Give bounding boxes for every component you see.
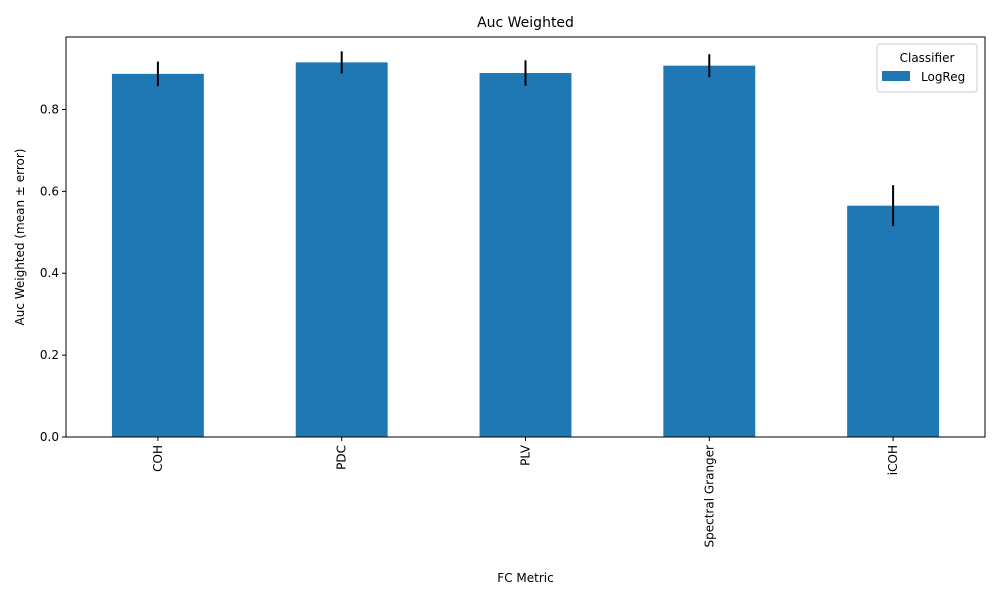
- y-axis-label: Auc Weighted (mean ± error): [13, 149, 27, 326]
- errorbars-layer: [156, 51, 895, 227]
- bar-icoh: [847, 205, 940, 437]
- y-axis-ticks: 0.0 0.2 0.4 0.6 0.8: [40, 102, 66, 444]
- x-tick-label-coh: COH: [151, 445, 165, 472]
- y-tick-label-2: 0.4: [40, 266, 59, 280]
- y-tick-label-1: 0.2: [40, 348, 59, 362]
- bars-layer: [111, 62, 940, 438]
- legend-label-logreg: LogReg: [921, 70, 965, 84]
- x-tick-label-icoh: iCOH: [886, 445, 900, 475]
- bar-pdc: [295, 62, 388, 438]
- bar-coh: [111, 73, 204, 437]
- chart-title: Auc Weighted: [477, 15, 574, 31]
- x-axis-label: FC Metric: [497, 571, 553, 585]
- y-tick-label-0: 0.0: [40, 430, 59, 444]
- y-tick-label-4: 0.8: [40, 102, 59, 116]
- bar-spectral-granger: [663, 65, 756, 438]
- x-axis-ticks: COH PDC PLV Spectral Granger iCOH: [151, 437, 900, 547]
- y-tick-label-3: 0.6: [40, 184, 59, 198]
- x-tick-label-plv: PLV: [519, 444, 533, 466]
- x-tick-label-spectral-granger: Spectral Granger: [702, 445, 716, 548]
- legend-title: Classifier: [900, 51, 955, 65]
- bar-plv: [479, 73, 572, 437]
- legend-swatch-logreg: [882, 71, 910, 81]
- legend: Classifier LogReg: [876, 43, 978, 93]
- x-tick-label-pdc: PDC: [335, 445, 349, 470]
